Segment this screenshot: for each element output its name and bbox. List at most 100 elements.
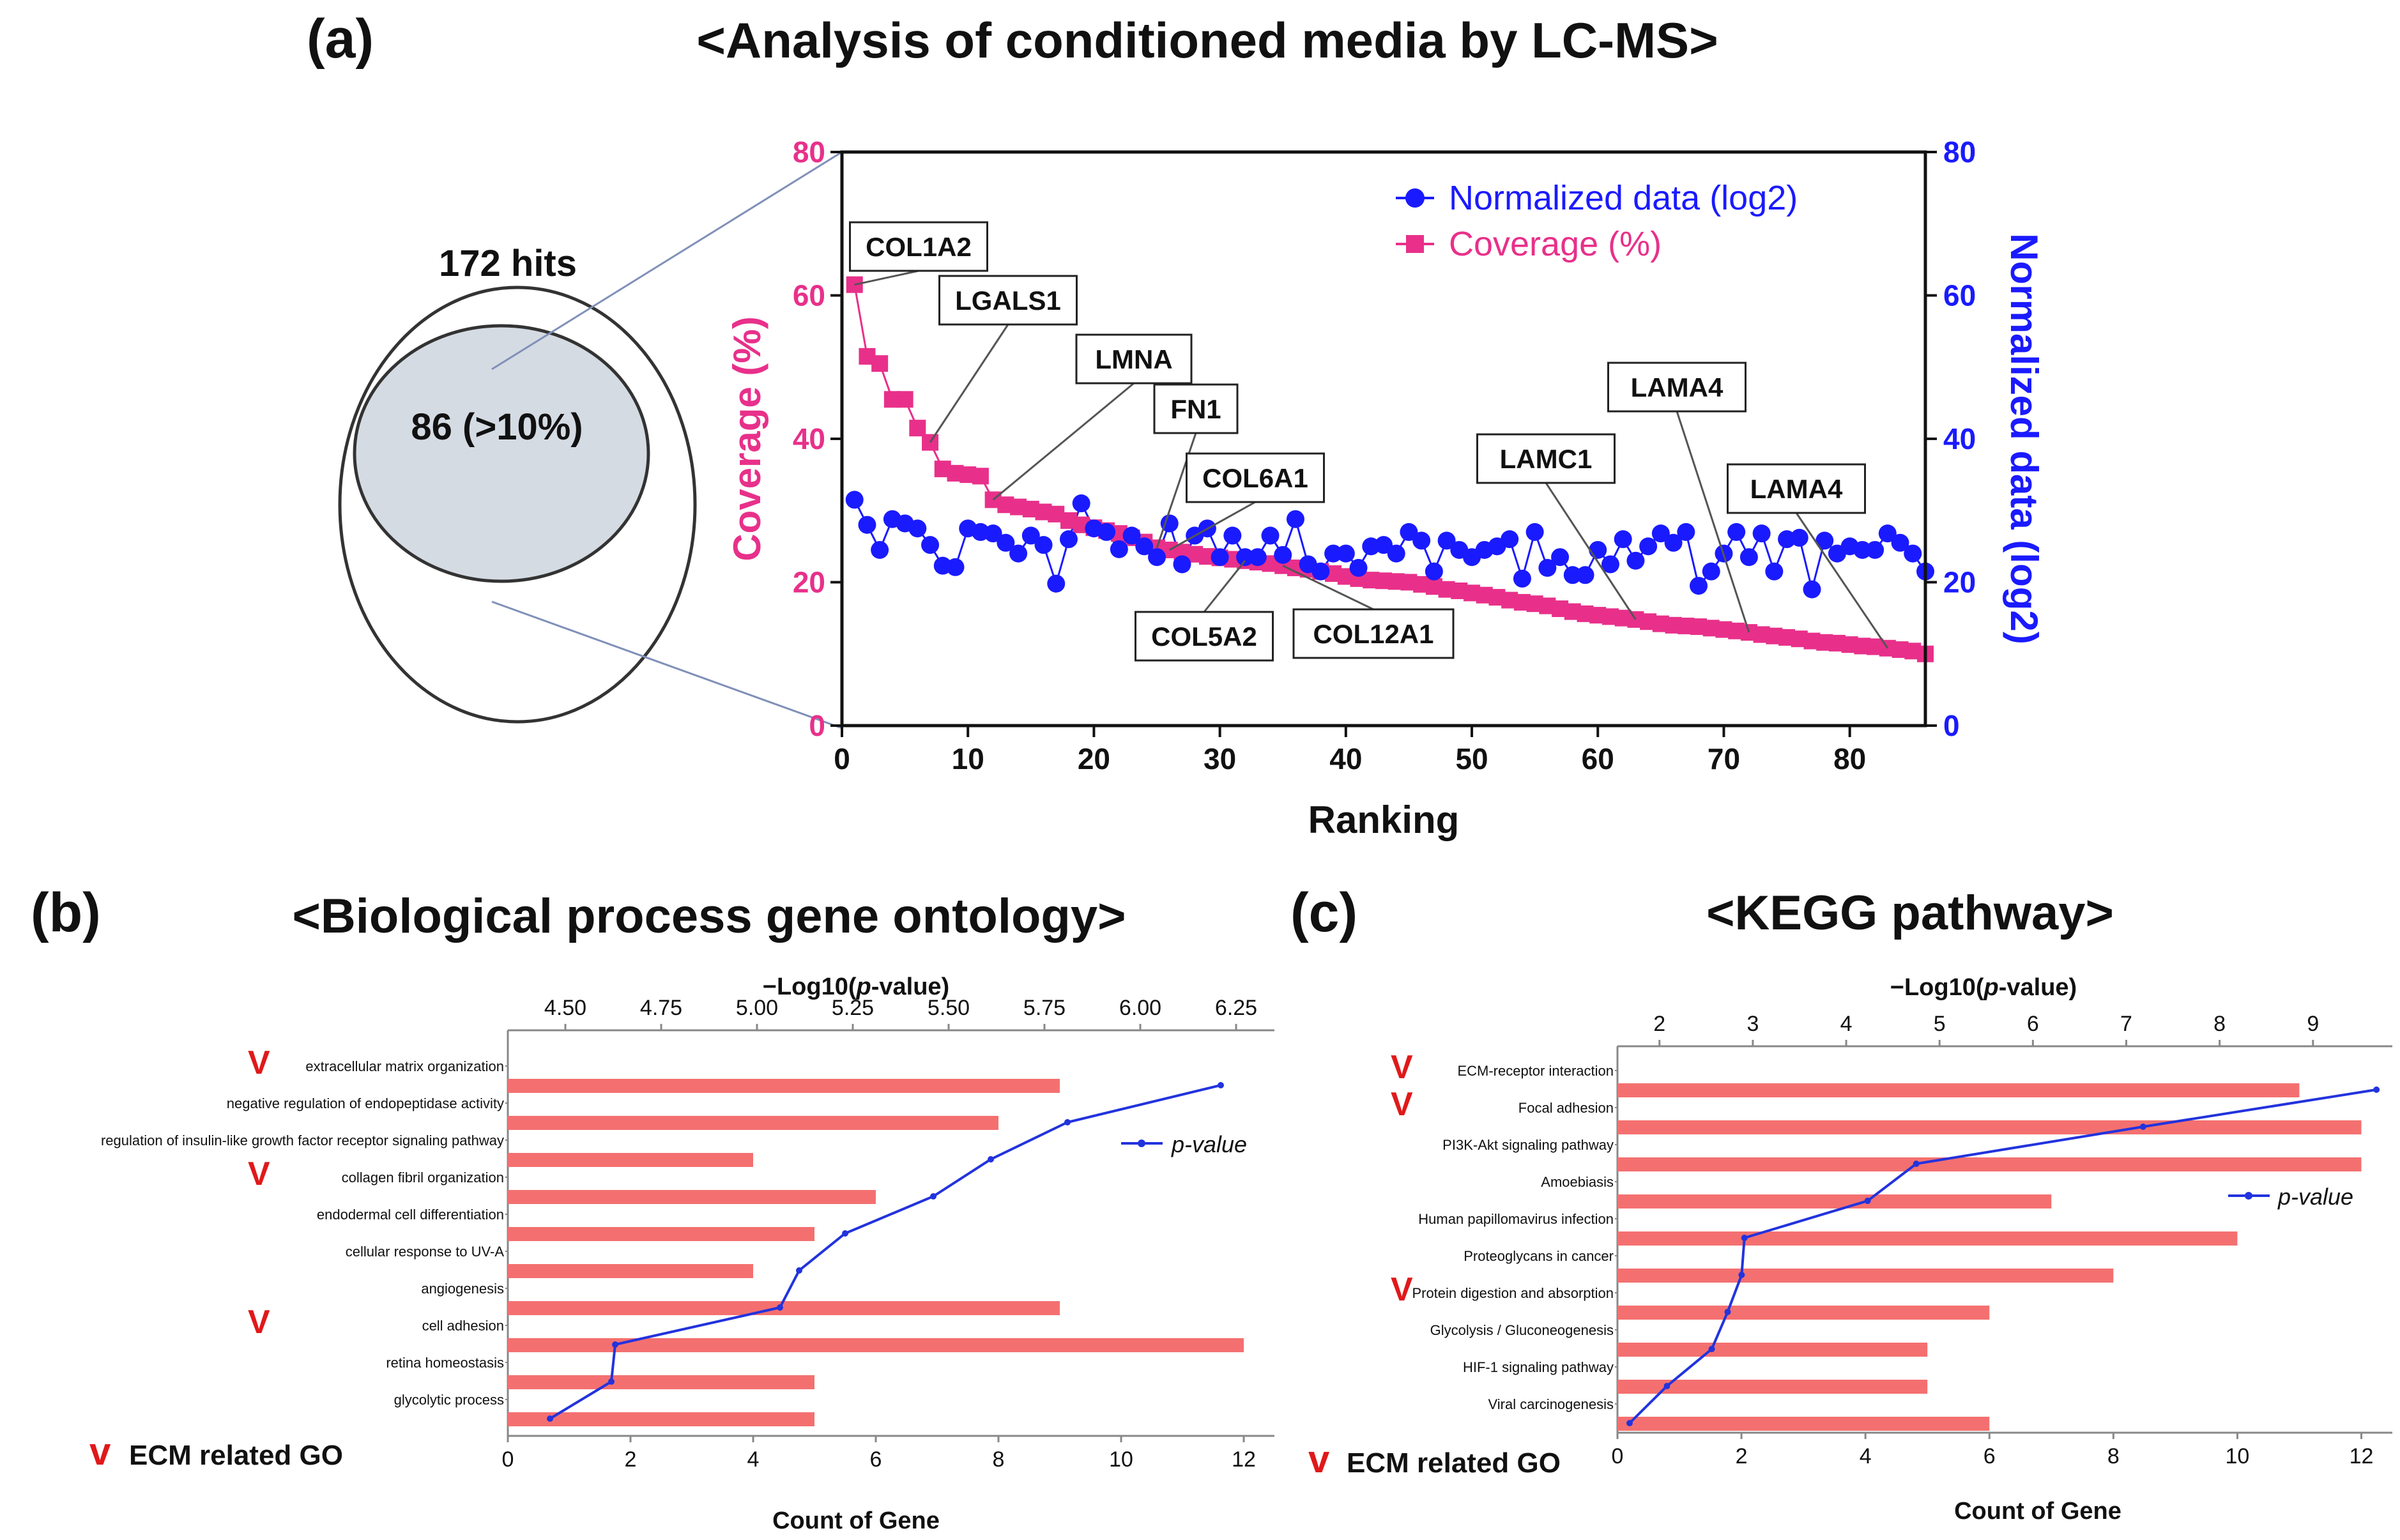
normalized-point <box>1160 514 1179 533</box>
y2-tick-label: 20 <box>1943 566 1976 599</box>
kegg-category-label: PI3K-Akt signaling pathway <box>1442 1137 1614 1153</box>
kegg-x-tick-label: 8 <box>2107 1444 2120 1468</box>
go-pvalue-line <box>549 1084 1221 1420</box>
normalized-point <box>1375 536 1393 554</box>
y-tick-label: 20 <box>793 566 825 599</box>
go-footnote-mark: v <box>89 1430 111 1473</box>
go-x-tick-label: 0 <box>502 1447 514 1472</box>
go-x2-tick-label: 4.50 <box>544 996 586 1020</box>
normalized-point <box>1513 569 1531 588</box>
kegg-x2-tick-label: 7 <box>2120 1012 2132 1036</box>
x-tick-label: 40 <box>1329 742 1362 775</box>
normalized-point <box>1677 522 1695 541</box>
annotation-label: FN1 <box>1170 394 1221 424</box>
normalized-point <box>1021 526 1040 545</box>
normalized-point <box>1651 524 1670 543</box>
go-pvalue-point <box>796 1267 802 1274</box>
go-pvalue-point <box>612 1341 618 1348</box>
go-x2-axis-label: −Log10(p-value) <box>763 973 949 1000</box>
kegg-ecm-check-mark: V <box>1391 1049 1413 1086</box>
kegg-pvalue-point <box>1626 1420 1633 1426</box>
kegg-footnote-text: ECM related GO <box>1347 1447 1561 1479</box>
x-tick-label: 50 <box>1455 742 1488 775</box>
annotation-col1a2: COL1A2 <box>849 221 988 286</box>
normalized-point <box>1072 494 1090 513</box>
annotation-box <box>1135 611 1274 662</box>
normalized-point <box>908 519 927 538</box>
annotation-leader-line <box>1203 560 1246 613</box>
go-bar <box>508 1190 876 1204</box>
coverage-point <box>972 468 989 485</box>
normalized-point <box>871 540 889 559</box>
go-pvalue-point <box>547 1415 553 1422</box>
kegg-legend-text: p-value <box>2277 1184 2353 1210</box>
normalized-point <box>1211 548 1229 567</box>
go-x-axis-label: Count of Gene <box>772 1507 940 1534</box>
kegg-ecm-check-mark: V <box>1391 1086 1413 1123</box>
normalized-point <box>1122 526 1141 545</box>
normalized-point <box>1059 530 1078 549</box>
annotation-box <box>1186 452 1325 503</box>
kegg-pvalue-line <box>1628 1088 2377 1424</box>
go-chart: extracellular matrix organization negativ… <box>89 973 1274 1534</box>
go-x-tick-label: 8 <box>993 1447 1005 1472</box>
annotation-label: COL6A1 <box>1202 463 1308 493</box>
kegg-bar <box>1617 1157 2362 1171</box>
kegg-bar <box>1617 1231 2238 1246</box>
go-pvalue-point <box>842 1230 848 1237</box>
normalized-point <box>1790 528 1808 547</box>
panel-b-title: <Biological process gene ontology> <box>293 889 1126 943</box>
kegg-chart: ECM-receptor interaction Focal adhesion PI… <box>1308 974 2392 1525</box>
normalized-point <box>1236 548 1255 567</box>
go-pvalue-point <box>930 1193 936 1200</box>
kegg-pvalue-point <box>1708 1346 1715 1352</box>
normalized-point <box>1765 562 1784 581</box>
go-x2-tick-label: 6.00 <box>1119 996 1161 1020</box>
normalized-point <box>1248 548 1267 567</box>
normalized-point <box>1866 540 1884 559</box>
go-pvalue-point <box>608 1378 615 1385</box>
kegg-pvalue-point <box>1913 1161 1920 1167</box>
y2-tick-label: 60 <box>1943 279 1976 312</box>
annotation-col5a2: COL5A2 <box>1135 560 1274 662</box>
go-x-tick-label: 12 <box>1232 1447 1256 1472</box>
go-category-label: cell adhesion <box>422 1318 504 1334</box>
normalized-point <box>1702 562 1720 581</box>
kegg-bar <box>1617 1306 1990 1320</box>
normalized-point <box>1589 540 1607 559</box>
kegg-category-label: ECM-receptor interaction <box>1457 1063 1614 1079</box>
go-x2-tick-label: 5.50 <box>928 996 970 1020</box>
kegg-pvalue-point <box>1741 1235 1748 1241</box>
normalized-point <box>1904 544 1922 563</box>
go-pvalue-point <box>1064 1119 1071 1125</box>
go-category-label: retina homeostasis <box>386 1355 504 1371</box>
x-tick-label: 80 <box>1833 742 1866 775</box>
normalized-point <box>1135 537 1154 556</box>
kegg-x-tick-label: 12 <box>2350 1444 2374 1468</box>
annotation-box <box>1607 362 1746 413</box>
normalized-point <box>1601 555 1619 574</box>
legend-coverage-marker <box>1406 235 1424 253</box>
panel-a: (a) <Analysis of conditioned media by LC… <box>307 8 2045 841</box>
y2-tick-label: 40 <box>1943 422 1976 455</box>
annotation-lama4: LAMA4 <box>1727 463 1889 649</box>
go-bar <box>508 1227 814 1241</box>
annotation-box <box>1153 383 1239 434</box>
annotation-lama4: LAMA4 <box>1607 362 1750 633</box>
normalized-point <box>1173 555 1191 574</box>
go-bar <box>508 1116 998 1130</box>
x-tick-label: 60 <box>1582 742 1614 775</box>
y2-tick-label: 0 <box>1943 709 1960 742</box>
annotation-leader-line <box>1156 432 1197 549</box>
go-bar <box>508 1412 814 1426</box>
go-bar <box>508 1264 753 1278</box>
panel-a-title: <Analysis of conditioned media by LC-MS> <box>696 12 1718 68</box>
go-pvalue-point <box>988 1156 994 1163</box>
legend-normalized-text: Normalized data (log2) <box>1449 179 1798 217</box>
go-category-label: regulation of insulin-like growth factor… <box>101 1132 504 1148</box>
kegg-pvalue-point <box>1663 1383 1670 1389</box>
annotation-box <box>1075 333 1193 385</box>
normalized-point <box>1261 526 1280 545</box>
kegg-bar <box>1617 1417 1990 1431</box>
normalized-point <box>1110 540 1128 558</box>
